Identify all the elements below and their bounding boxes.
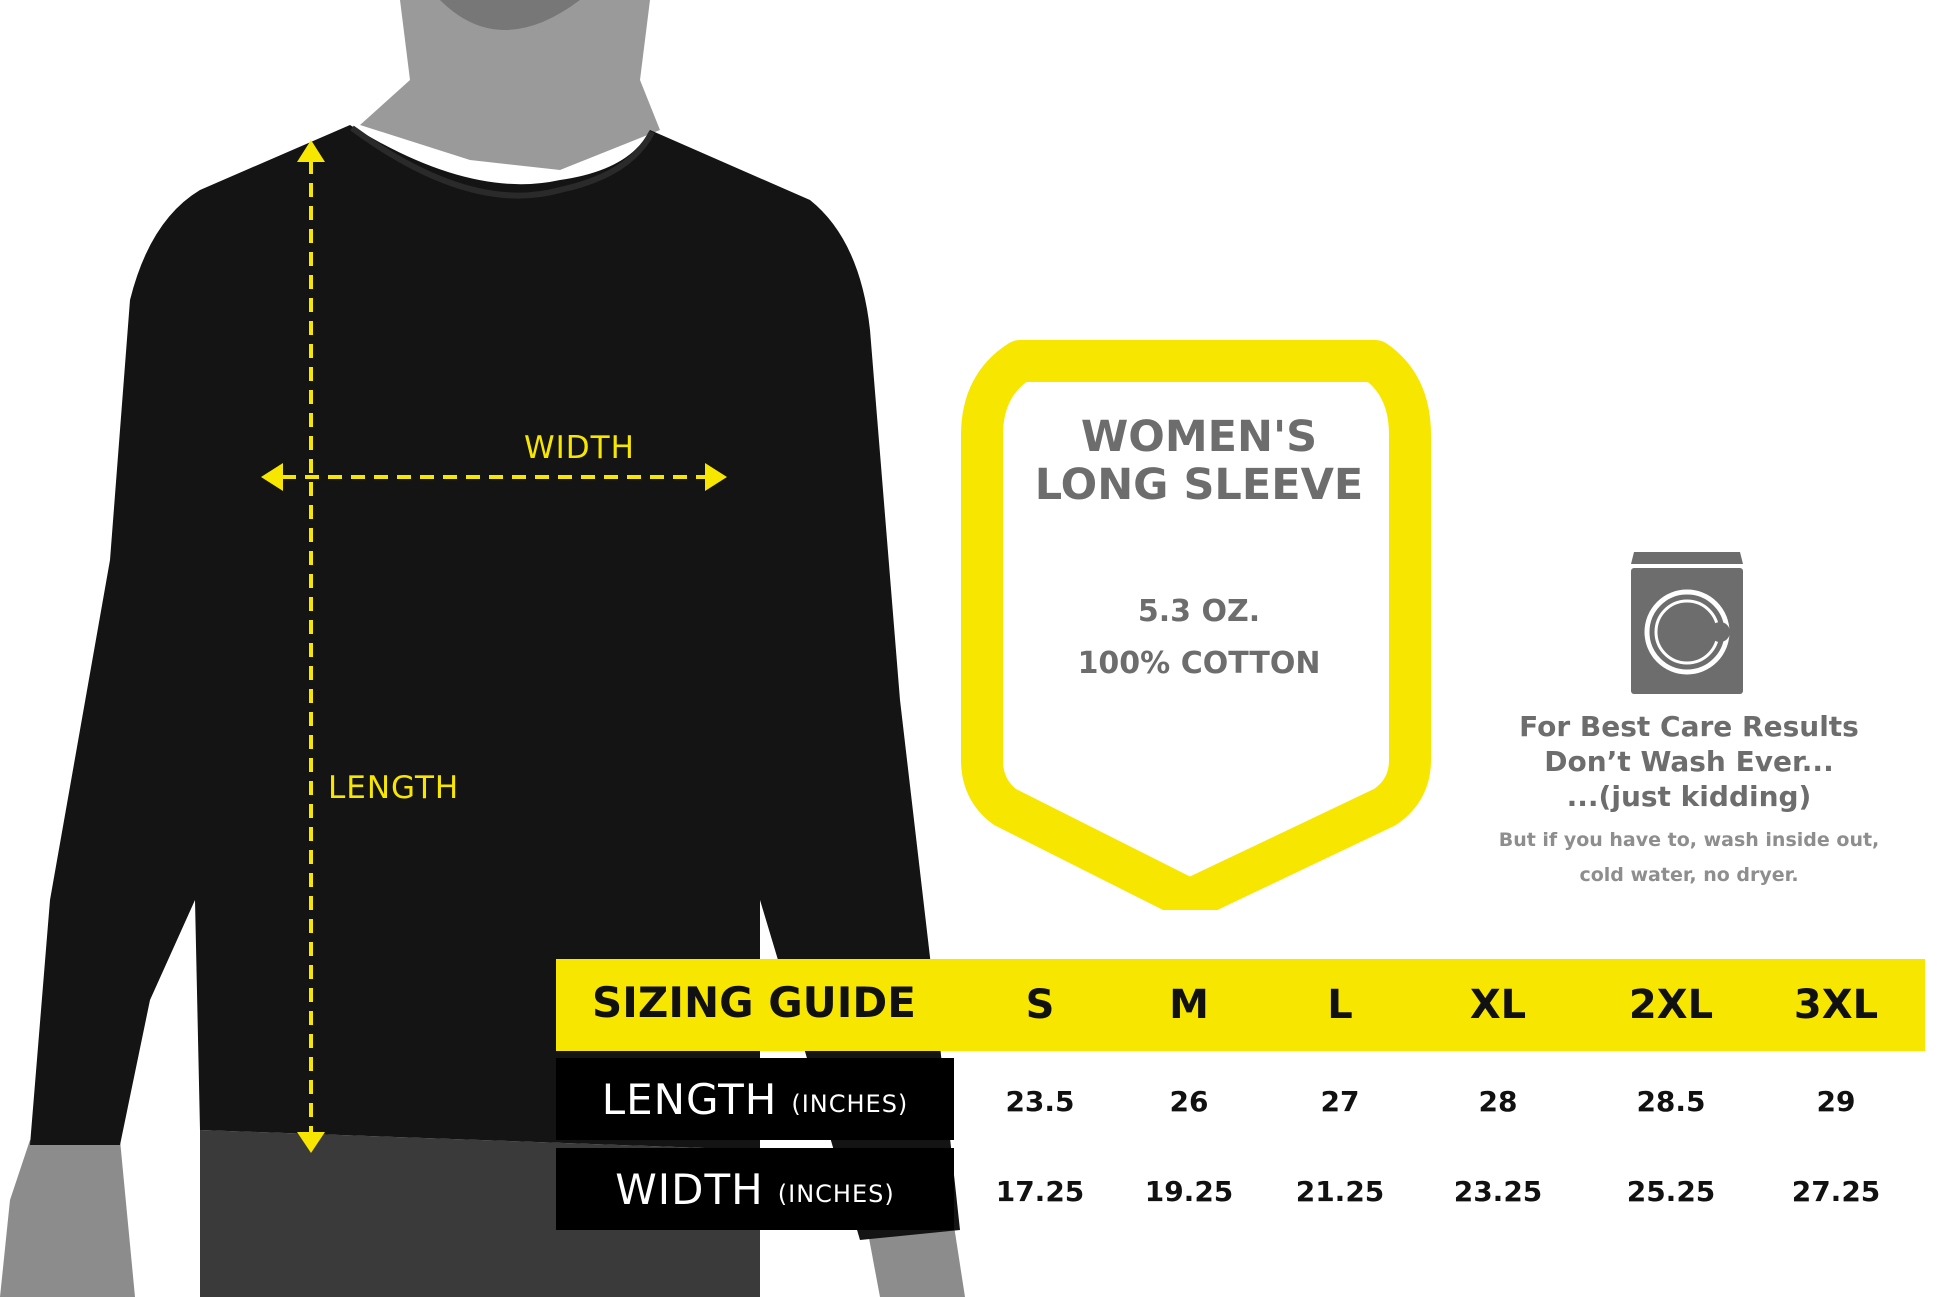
size-header: L: [1327, 982, 1353, 1028]
product-badge: [961, 340, 1431, 910]
left-hand: [0, 1140, 135, 1297]
width-label: WIDTH: [524, 430, 635, 466]
size-header: S: [1025, 982, 1055, 1028]
length-arrow-bottom: [297, 1132, 325, 1153]
width-value: 21.25: [1295, 1175, 1385, 1208]
row-label-text: WIDTH: [615, 1164, 764, 1214]
product-title-line1: WOMEN'S: [1080, 412, 1318, 462]
row-unit: (INCHES): [791, 1090, 909, 1118]
width-value: 27.25: [1791, 1175, 1881, 1208]
length-value: 27: [1320, 1085, 1360, 1118]
width-value: 23.25: [1453, 1175, 1543, 1208]
width-value: 17.25: [995, 1175, 1085, 1208]
size-header: 2XL: [1628, 982, 1714, 1028]
width-value: 25.25: [1626, 1175, 1716, 1208]
length-value: 28.5: [1636, 1085, 1706, 1118]
length-value: 28: [1478, 1085, 1518, 1118]
width-arrow-left: [261, 463, 283, 491]
neck-skin: [360, 0, 660, 170]
measurement-arrows: [261, 140, 727, 1153]
care-note1: But if you have to, wash inside out,: [1498, 829, 1880, 851]
sizing-title: SIZING GUIDE: [592, 978, 916, 1027]
size-header: 3XL: [1793, 982, 1879, 1028]
width-value: 19.25: [1144, 1175, 1234, 1208]
care-line1: For Best Care Results: [1519, 710, 1859, 743]
row-unit: (INCHES): [777, 1180, 895, 1208]
size-header: M: [1169, 982, 1209, 1028]
length-label: LENGTH: [328, 770, 460, 806]
product-title-line2: LONG SLEEVE: [1034, 460, 1364, 510]
sizing-header-bar: [556, 959, 1925, 1051]
row-label-text: LENGTH: [601, 1074, 778, 1124]
row-label-length: LENGTH (INCHES): [556, 1058, 954, 1140]
length-value: 29: [1816, 1085, 1856, 1118]
chin: [440, 0, 580, 30]
length-value: 26: [1169, 1085, 1209, 1118]
row-label-width: WIDTH (INCHES): [556, 1148, 954, 1230]
length-value: 23.5: [1005, 1085, 1075, 1118]
length-arrow-top: [297, 140, 325, 162]
care-line3: ...(just kidding): [1566, 780, 1812, 813]
care-line2: Don’t Wash Ever...: [1544, 745, 1834, 778]
shirt-collar: [350, 125, 655, 199]
product-weight: 5.3 OZ.: [1137, 594, 1261, 629]
washing-machine-icon: [1631, 552, 1743, 694]
size-header: XL: [1469, 982, 1527, 1028]
product-material: 100% COTTON: [1077, 646, 1321, 681]
care-note2: cold water, no dryer.: [1579, 864, 1799, 886]
width-arrow-right: [705, 463, 727, 491]
